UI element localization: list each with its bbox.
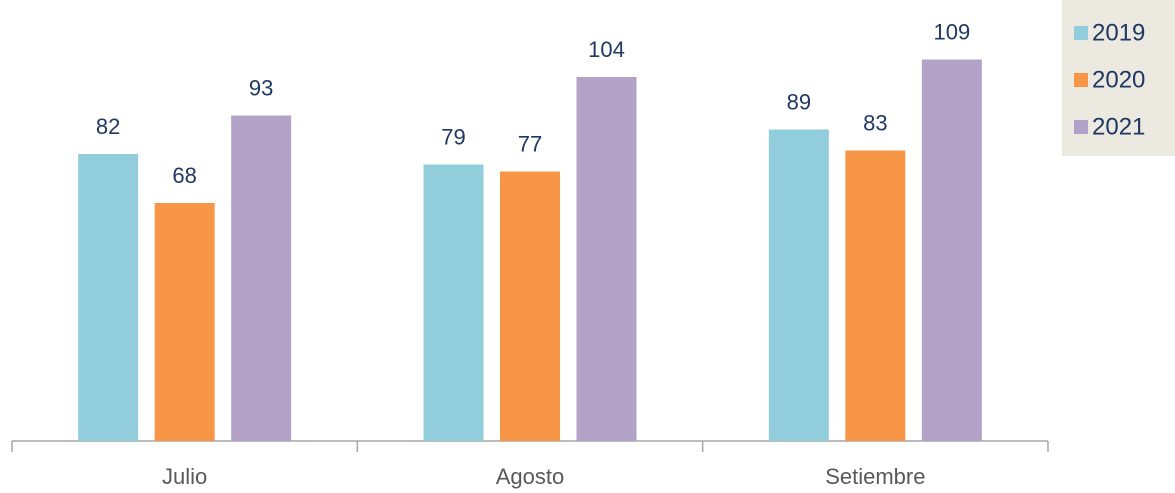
bar xyxy=(78,154,139,441)
bar xyxy=(921,59,982,441)
bar xyxy=(576,77,637,441)
data-label: 77 xyxy=(518,131,542,156)
x-tick-label: Setiembre xyxy=(825,464,925,489)
legend-label: 2019 xyxy=(1092,19,1145,46)
data-label: 68 xyxy=(172,163,196,188)
data-label: 109 xyxy=(933,19,970,44)
data-label: 82 xyxy=(96,114,120,139)
legend-label: 2021 xyxy=(1092,113,1145,140)
legend-swatch xyxy=(1074,120,1088,134)
x-tick-label: Agosto xyxy=(496,464,565,489)
bar xyxy=(768,129,829,441)
data-label: 104 xyxy=(588,37,625,62)
bar xyxy=(231,115,292,441)
legend-swatch xyxy=(1074,26,1088,40)
bar xyxy=(845,150,906,441)
legend-swatch xyxy=(1074,73,1088,87)
data-label: 83 xyxy=(863,110,887,135)
x-tick-label: Julio xyxy=(162,464,207,489)
bar xyxy=(423,164,484,441)
data-label: 79 xyxy=(441,124,465,149)
data-label: 93 xyxy=(249,75,273,100)
legend-label: 2020 xyxy=(1092,66,1145,93)
data-label: 89 xyxy=(787,89,811,114)
bar xyxy=(500,171,560,441)
bar xyxy=(154,203,215,441)
